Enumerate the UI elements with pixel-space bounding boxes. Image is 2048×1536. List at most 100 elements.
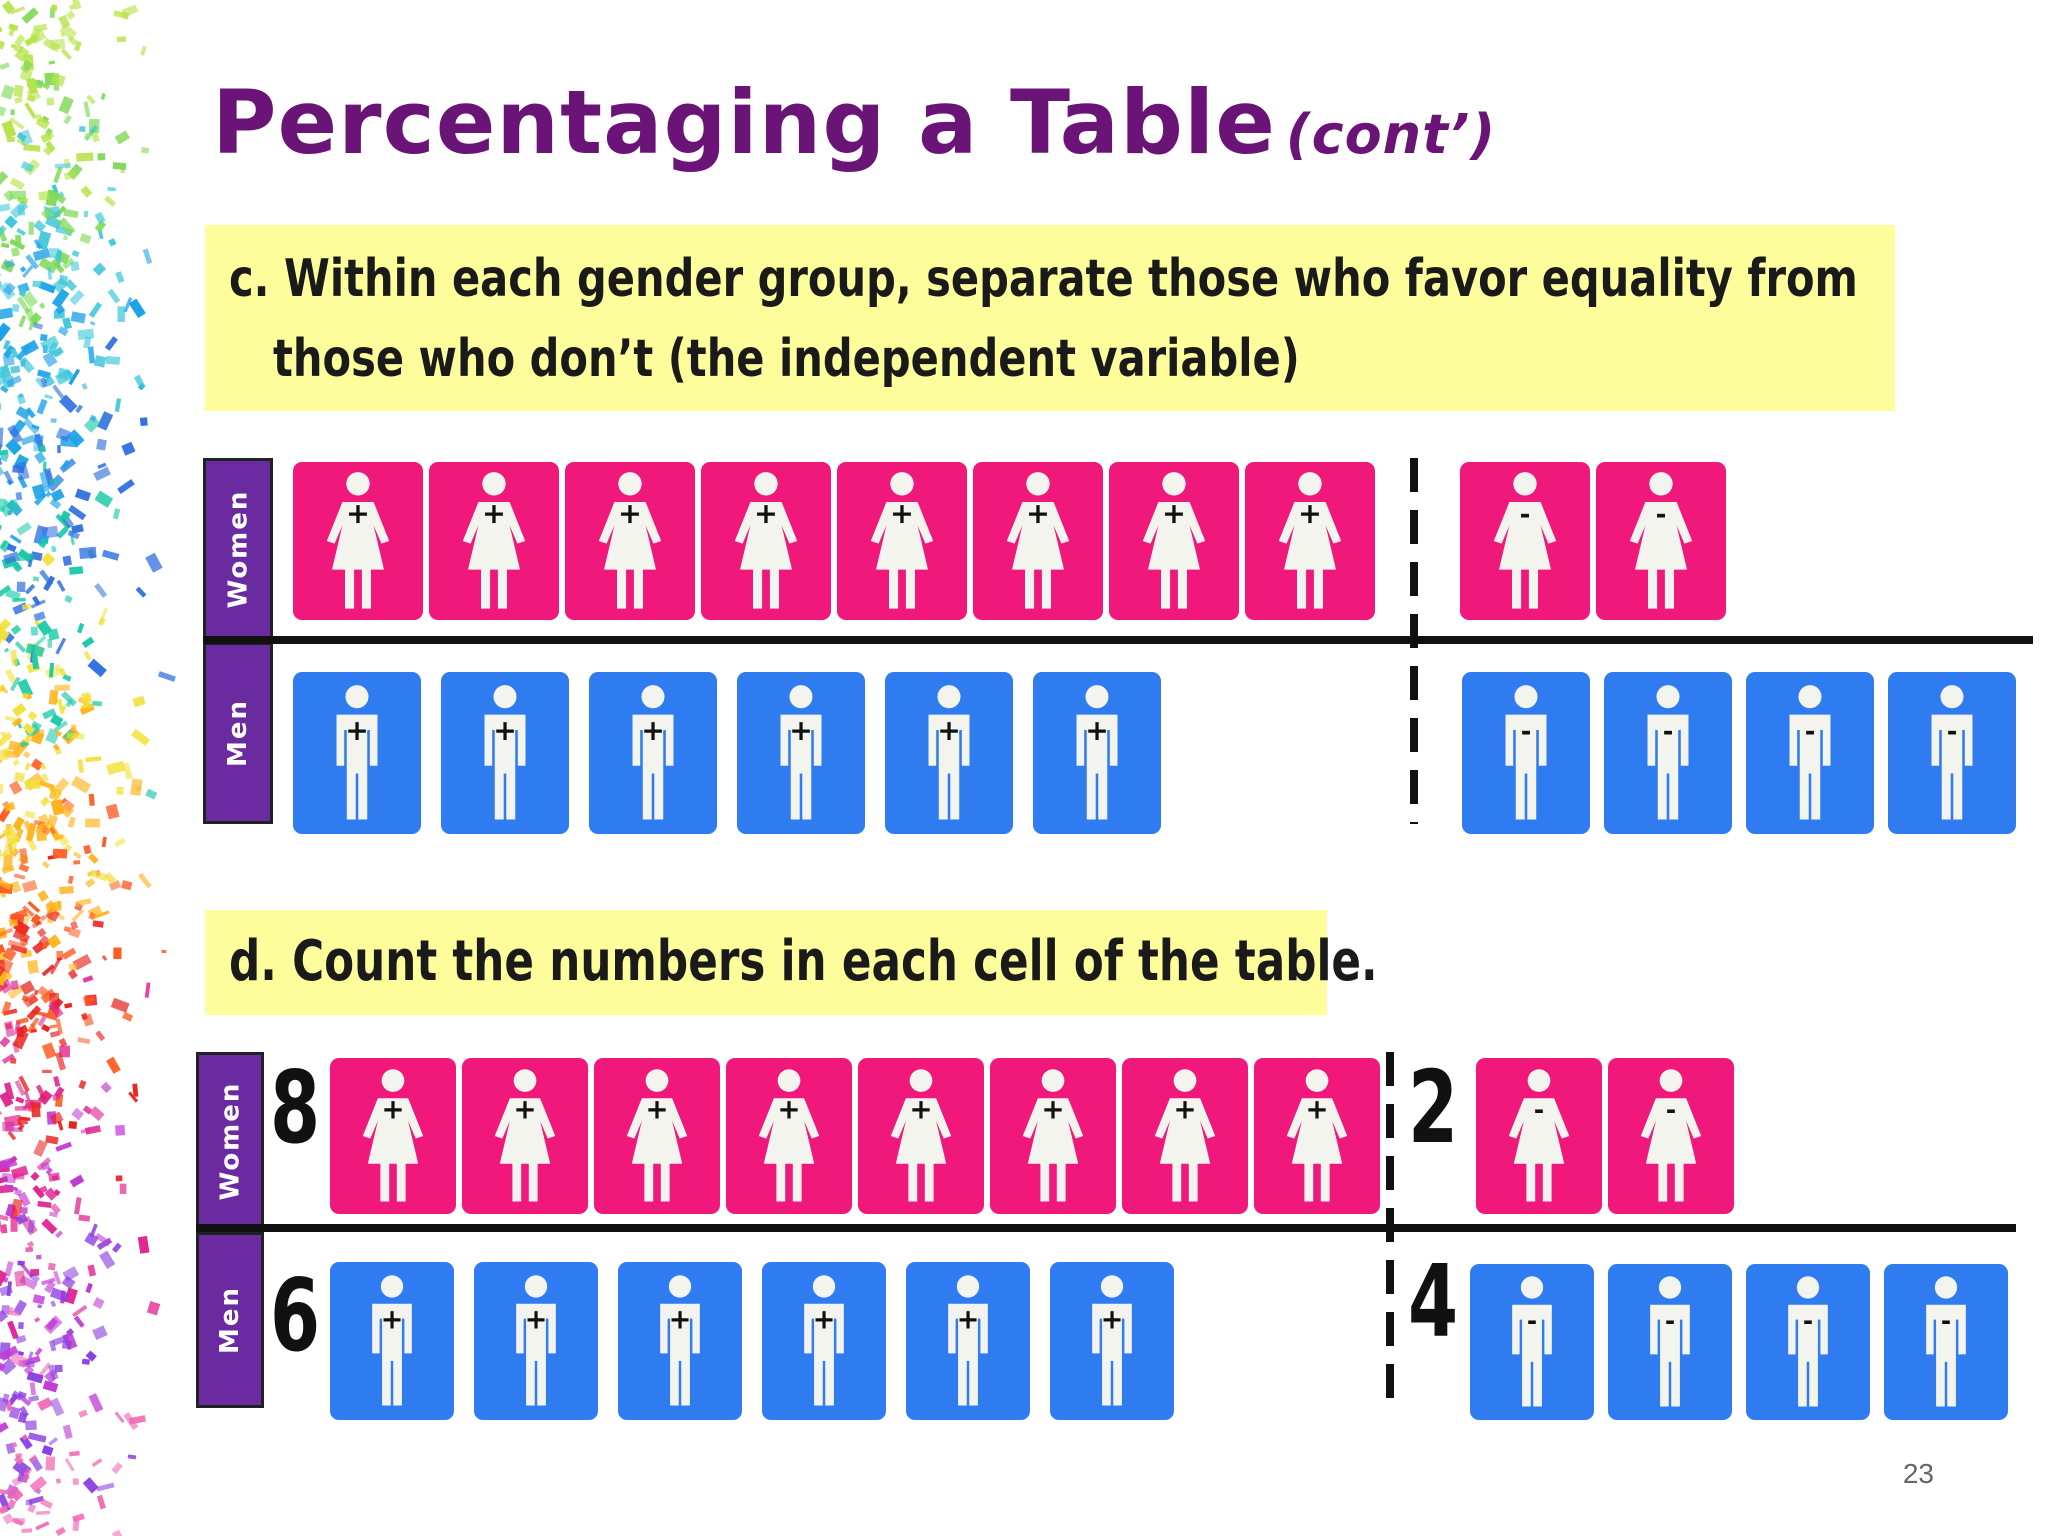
row-divider xyxy=(203,636,2033,644)
man-favor-icon-2: + xyxy=(330,1262,454,1420)
man-favor-icon-2: + xyxy=(618,1262,742,1420)
man-not-favor-icon-2: - xyxy=(1608,1264,1732,1420)
svg-text:+: + xyxy=(937,714,961,747)
woman-not-favor-icon: - xyxy=(1596,462,1726,620)
woman-favor-icon: + xyxy=(973,462,1103,620)
svg-text:+: + xyxy=(345,714,369,747)
count-women-favor: 8 xyxy=(270,1049,321,1166)
men-row-label: Men xyxy=(203,642,273,824)
man-favor-icon-2: + xyxy=(474,1262,598,1420)
svg-text:+: + xyxy=(669,1305,692,1336)
man-favor-icon: + xyxy=(293,672,421,834)
man-favor-icon-2: + xyxy=(1050,1262,1174,1420)
woman-not-favor-icon: - xyxy=(1460,462,1590,620)
title-text: Percentaging a Table xyxy=(212,71,1276,174)
svg-text:+: + xyxy=(493,714,517,747)
woman-favor-icon-2: + xyxy=(1254,1058,1380,1214)
woman-favor-icon: + xyxy=(1245,462,1375,620)
step-c-line2: those who don’t (the independent variabl… xyxy=(273,329,1300,389)
woman-favor-icon-2: + xyxy=(462,1058,588,1214)
woman-favor-icon: + xyxy=(837,462,967,620)
step-c-callout: c. Within each gender group, separate th… xyxy=(205,225,1895,411)
woman-favor-icon: + xyxy=(565,462,695,620)
svg-text:-: - xyxy=(1663,717,1674,747)
svg-text:+: + xyxy=(346,496,370,530)
svg-text:-: - xyxy=(1665,1307,1675,1336)
count-men-not-favor: 4 xyxy=(1408,1243,1459,1360)
woman-favor-icon-2: + xyxy=(726,1058,852,1214)
woman-favor-icon-2: + xyxy=(330,1058,456,1214)
svg-text:+: + xyxy=(909,1092,932,1125)
svg-text:+: + xyxy=(1085,714,1109,747)
man-not-favor-icon-2: - xyxy=(1470,1264,1594,1420)
man-favor-icon: + xyxy=(1033,672,1161,834)
man-favor-icon: + xyxy=(885,672,1013,834)
svg-text:-: - xyxy=(1521,717,1532,747)
svg-text:+: + xyxy=(890,496,914,530)
men-row-label-2: Men xyxy=(196,1232,264,1408)
step-d-text: d. Count the numbers in each cell of the… xyxy=(229,929,1378,994)
woman-favor-icon: + xyxy=(429,462,559,620)
svg-text:+: + xyxy=(1041,1092,1064,1125)
svg-text:+: + xyxy=(789,714,813,747)
svg-text:+: + xyxy=(381,1305,404,1336)
man-favor-icon: + xyxy=(589,672,717,834)
column-divider-2 xyxy=(1386,1052,1394,1408)
svg-text:+: + xyxy=(1101,1305,1124,1336)
man-not-favor-icon: - xyxy=(1604,672,1732,834)
svg-text:-: - xyxy=(1534,1095,1544,1124)
page-title: Percentaging a Table (cont’) xyxy=(212,68,1496,190)
count-women-not-favor: 2 xyxy=(1408,1049,1459,1166)
woman-favor-icon-2: + xyxy=(990,1058,1116,1214)
row-divider-2 xyxy=(196,1224,2016,1232)
svg-text:+: + xyxy=(1305,1092,1328,1125)
svg-text:+: + xyxy=(777,1092,800,1125)
title-suffix: (cont’) xyxy=(1285,103,1497,166)
step-d-callout: d. Count the numbers in each cell of the… xyxy=(205,910,1378,1015)
svg-text:+: + xyxy=(482,496,506,530)
woman-not-favor-icon-2: - xyxy=(1476,1058,1602,1214)
women-row-label-2: Women xyxy=(196,1052,264,1230)
svg-text:-: - xyxy=(1805,717,1816,747)
svg-text:+: + xyxy=(1173,1092,1196,1125)
woman-favor-icon: + xyxy=(701,462,831,620)
woman-not-favor-icon-2: - xyxy=(1608,1058,1734,1214)
woman-favor-icon: + xyxy=(1109,462,1239,620)
svg-text:+: + xyxy=(813,1305,836,1336)
man-not-favor-icon-2: - xyxy=(1746,1264,1870,1420)
svg-text:-: - xyxy=(1666,1095,1676,1124)
woman-favor-icon-2: + xyxy=(858,1058,984,1214)
count-men-favor: 6 xyxy=(270,1257,321,1374)
man-not-favor-icon: - xyxy=(1888,672,2016,834)
step-c-line1: c. Within each gender group, separate th… xyxy=(229,249,1858,309)
svg-text:+: + xyxy=(513,1092,536,1125)
svg-text:+: + xyxy=(618,496,642,530)
svg-text:+: + xyxy=(1026,496,1050,530)
svg-text:-: - xyxy=(1520,500,1531,530)
svg-text:+: + xyxy=(381,1092,404,1125)
man-not-favor-icon: - xyxy=(1746,672,1874,834)
svg-text:-: - xyxy=(1527,1307,1537,1336)
column-divider xyxy=(1410,458,1418,824)
svg-text:+: + xyxy=(641,714,665,747)
woman-favor-icon-2: + xyxy=(1122,1058,1248,1214)
man-favor-icon: + xyxy=(441,672,569,834)
man-not-favor-icon-2: - xyxy=(1884,1264,2008,1420)
page-number: 23 xyxy=(1902,1458,1934,1489)
svg-text:+: + xyxy=(1162,496,1186,530)
svg-text:+: + xyxy=(645,1092,668,1125)
svg-text:+: + xyxy=(957,1305,980,1336)
man-not-favor-icon: - xyxy=(1462,672,1590,834)
svg-text:-: - xyxy=(1947,717,1958,747)
confetti-decoration xyxy=(0,0,176,1536)
svg-text:-: - xyxy=(1656,500,1667,530)
man-favor-icon-2: + xyxy=(762,1262,886,1420)
svg-text:+: + xyxy=(1298,496,1322,530)
women-row-label: Women xyxy=(203,458,273,640)
svg-text:+: + xyxy=(525,1305,548,1336)
man-favor-icon: + xyxy=(737,672,865,834)
svg-text:+: + xyxy=(754,496,778,530)
woman-favor-icon-2: + xyxy=(594,1058,720,1214)
svg-text:-: - xyxy=(1803,1307,1813,1336)
man-favor-icon-2: + xyxy=(906,1262,1030,1420)
